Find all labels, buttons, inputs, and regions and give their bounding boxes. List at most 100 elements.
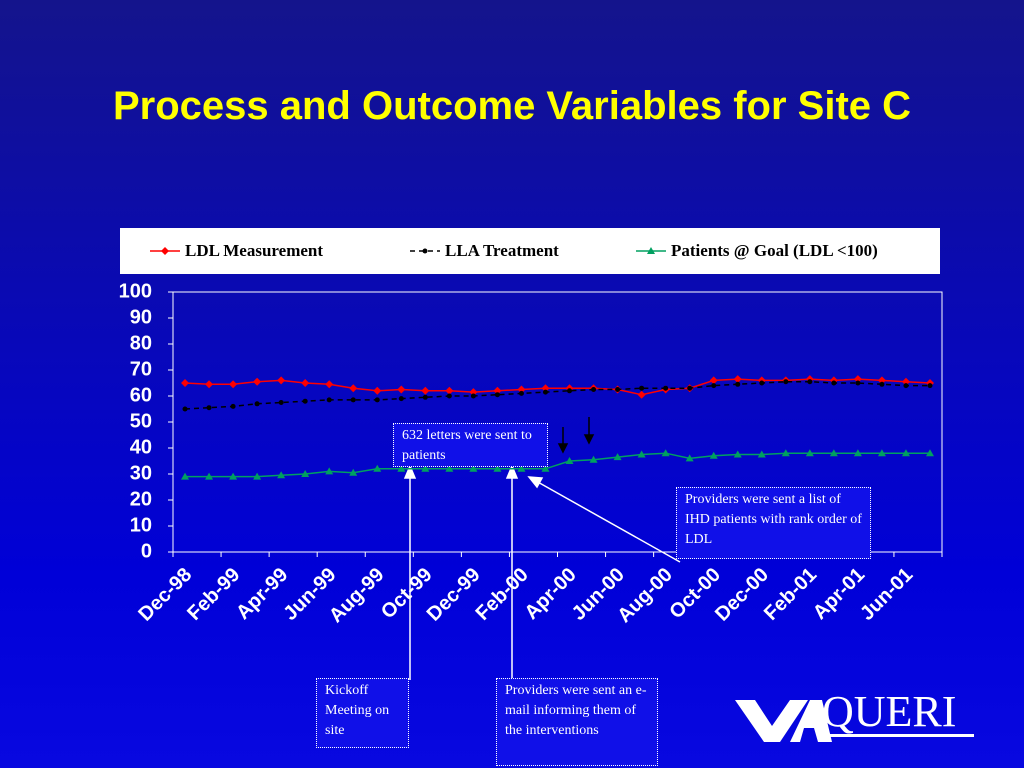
data-point — [421, 464, 430, 472]
logo-mark — [735, 700, 974, 742]
data-point — [350, 397, 356, 403]
series-line — [184, 380, 930, 410]
data-point — [661, 449, 670, 457]
annotation: Providers were sent a list of IHD patien… — [676, 487, 871, 559]
data-point — [855, 380, 861, 386]
y-tick-label: 50 — [130, 410, 152, 432]
data-point — [517, 464, 526, 472]
data-point — [301, 470, 310, 477]
data-point — [901, 449, 910, 457]
data-point — [567, 388, 573, 394]
y-tick-label: 30 — [130, 462, 152, 484]
data-point — [647, 247, 655, 254]
data-point — [182, 406, 188, 412]
x-tick-label: Apr-01 — [809, 564, 869, 624]
data-point — [733, 375, 742, 384]
data-point — [709, 376, 718, 385]
data-point — [422, 248, 428, 254]
data-point — [783, 379, 789, 385]
data-point — [205, 380, 214, 389]
y-tick-label: 60 — [130, 384, 152, 406]
data-point — [591, 387, 597, 392]
y-tick-label: 0 — [141, 540, 152, 562]
data-point — [901, 377, 910, 386]
arrows — [403, 464, 681, 680]
y-tick-label: 90 — [130, 306, 152, 328]
slide-title: Process and Outcome Variables for Site C — [112, 84, 912, 128]
data-point — [565, 457, 574, 464]
x-tick-label: Dec-99 — [423, 564, 485, 626]
y-tick-label: 10 — [130, 514, 152, 536]
data-point — [181, 472, 190, 480]
data-point — [615, 387, 621, 392]
legend-label: LDL Measurement — [185, 241, 323, 260]
annotation: Kickoff Meeting on site — [316, 678, 409, 748]
data-point — [470, 393, 476, 399]
x-tick-label: Dec-00 — [711, 564, 773, 626]
data-point — [326, 397, 332, 403]
y-tick-label: 100 — [119, 280, 152, 302]
data-point — [637, 450, 646, 458]
data-point — [253, 377, 262, 386]
x-tick-label: Feb-00 — [472, 564, 533, 625]
data-point — [518, 390, 524, 396]
data-point — [687, 385, 693, 391]
data-point — [397, 385, 406, 394]
annotation: 632 letters were sent to patients — [393, 423, 548, 467]
data-point — [759, 380, 765, 386]
data-point — [398, 396, 404, 402]
y-tick-label: 20 — [130, 488, 152, 510]
legend-box — [120, 228, 940, 274]
data-point — [493, 386, 502, 395]
x-tick-label: Feb-01 — [760, 564, 821, 625]
data-point — [517, 385, 526, 394]
logo-text: QUERI — [822, 687, 956, 736]
data-point — [254, 401, 260, 407]
data-point — [879, 381, 885, 387]
data-point — [349, 384, 358, 393]
x-tick-label: Dec-98 — [134, 564, 196, 626]
data-point — [349, 468, 358, 476]
data-point — [711, 383, 717, 389]
data-point — [229, 380, 238, 389]
data-point — [541, 384, 550, 393]
data-point — [541, 464, 550, 472]
data-point — [757, 450, 766, 458]
data-point — [925, 449, 934, 457]
data-point — [877, 376, 886, 385]
data-point — [903, 383, 909, 389]
x-tick-label: Apr-00 — [520, 564, 580, 624]
data-point — [469, 388, 478, 397]
data-point — [469, 464, 478, 472]
data-point — [613, 453, 622, 461]
data-point — [637, 390, 646, 399]
data-point — [542, 389, 548, 395]
data-point — [230, 403, 236, 409]
data-point — [831, 380, 837, 386]
data-point — [421, 386, 430, 395]
small-arrows — [557, 417, 595, 454]
data-point — [397, 464, 406, 472]
data-point — [205, 472, 214, 480]
data-point — [253, 472, 262, 480]
data-point — [161, 247, 169, 255]
legend-label: Patients @ Goal (LDL <100) — [671, 241, 878, 260]
data-point — [493, 464, 502, 472]
data-point — [494, 392, 500, 398]
series-line — [184, 378, 931, 396]
y-tick-label: 40 — [130, 436, 152, 458]
y-tick-label: 80 — [130, 332, 152, 354]
data-point — [325, 467, 334, 475]
data-point — [325, 380, 334, 389]
data-point — [302, 398, 308, 404]
data-point — [709, 451, 718, 459]
data-point — [206, 405, 212, 411]
data-point — [805, 449, 814, 457]
data-point — [781, 449, 790, 457]
data-point — [373, 464, 382, 472]
data-point — [445, 464, 454, 472]
data-point — [277, 471, 286, 479]
series-line — [185, 452, 930, 478]
